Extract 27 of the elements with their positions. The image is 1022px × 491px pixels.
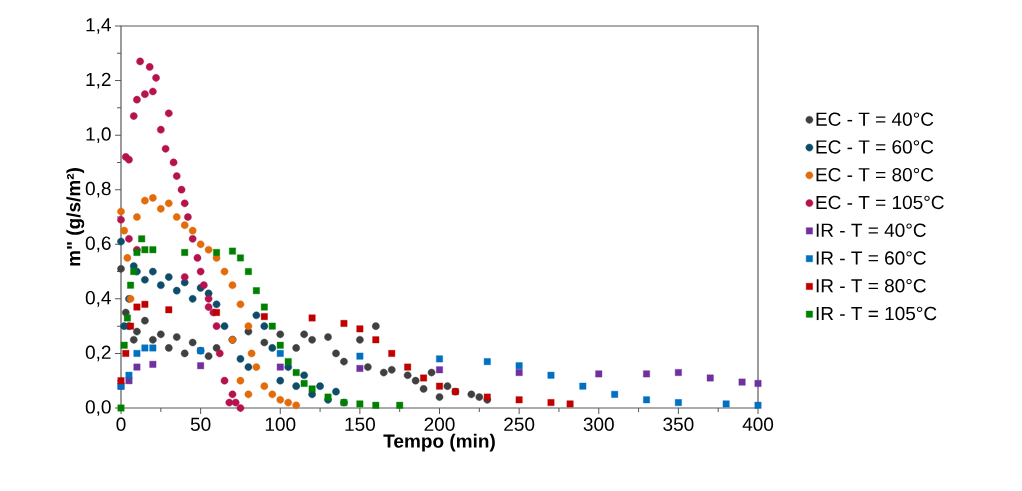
x-axis-title: Tempo (min) (383, 433, 495, 452)
legend-label: IR - T = 80°C (816, 279, 926, 293)
y-tick-label: 0,0 (85, 400, 111, 416)
y-axis-title: m" (g/s/m²) (66, 168, 85, 266)
x-tick-label: 350 (663, 417, 694, 431)
y-tick-label: 0,6 (85, 236, 111, 253)
legend-label: EC - T = 105°C (816, 195, 944, 210)
legend-label: EC - T = 60°C (816, 140, 934, 154)
y-tick-label: 0,8 (85, 181, 111, 198)
x-tick-label: 250 (504, 417, 535, 431)
x-tick-label: 200 (424, 417, 455, 431)
legend-label: IR - T = 40°C (816, 223, 926, 237)
x-tick-label: 300 (583, 417, 614, 431)
x-tick-label: 400 (742, 417, 774, 431)
y-tick-label: 1,0 (86, 127, 111, 143)
y-tick-label: 0,4 (85, 291, 111, 307)
x-tick-label: 100 (265, 417, 296, 431)
legend-label: IR - T = 60°C (816, 251, 926, 265)
y-tick-label: 1,4 (86, 18, 111, 34)
legend-label: EC - T = 80°C (816, 167, 934, 182)
x-tick-label: 150 (345, 417, 375, 431)
legend-label: EC - T = 40°C (816, 112, 934, 126)
x-tick-label: 0 (116, 417, 126, 431)
y-tick-label: 0,2 (85, 345, 111, 362)
legend-label: IR - T = 105°C (816, 306, 937, 321)
x-tick-label: 50 (190, 417, 211, 431)
y-tick-label: 1,2 (86, 72, 111, 89)
